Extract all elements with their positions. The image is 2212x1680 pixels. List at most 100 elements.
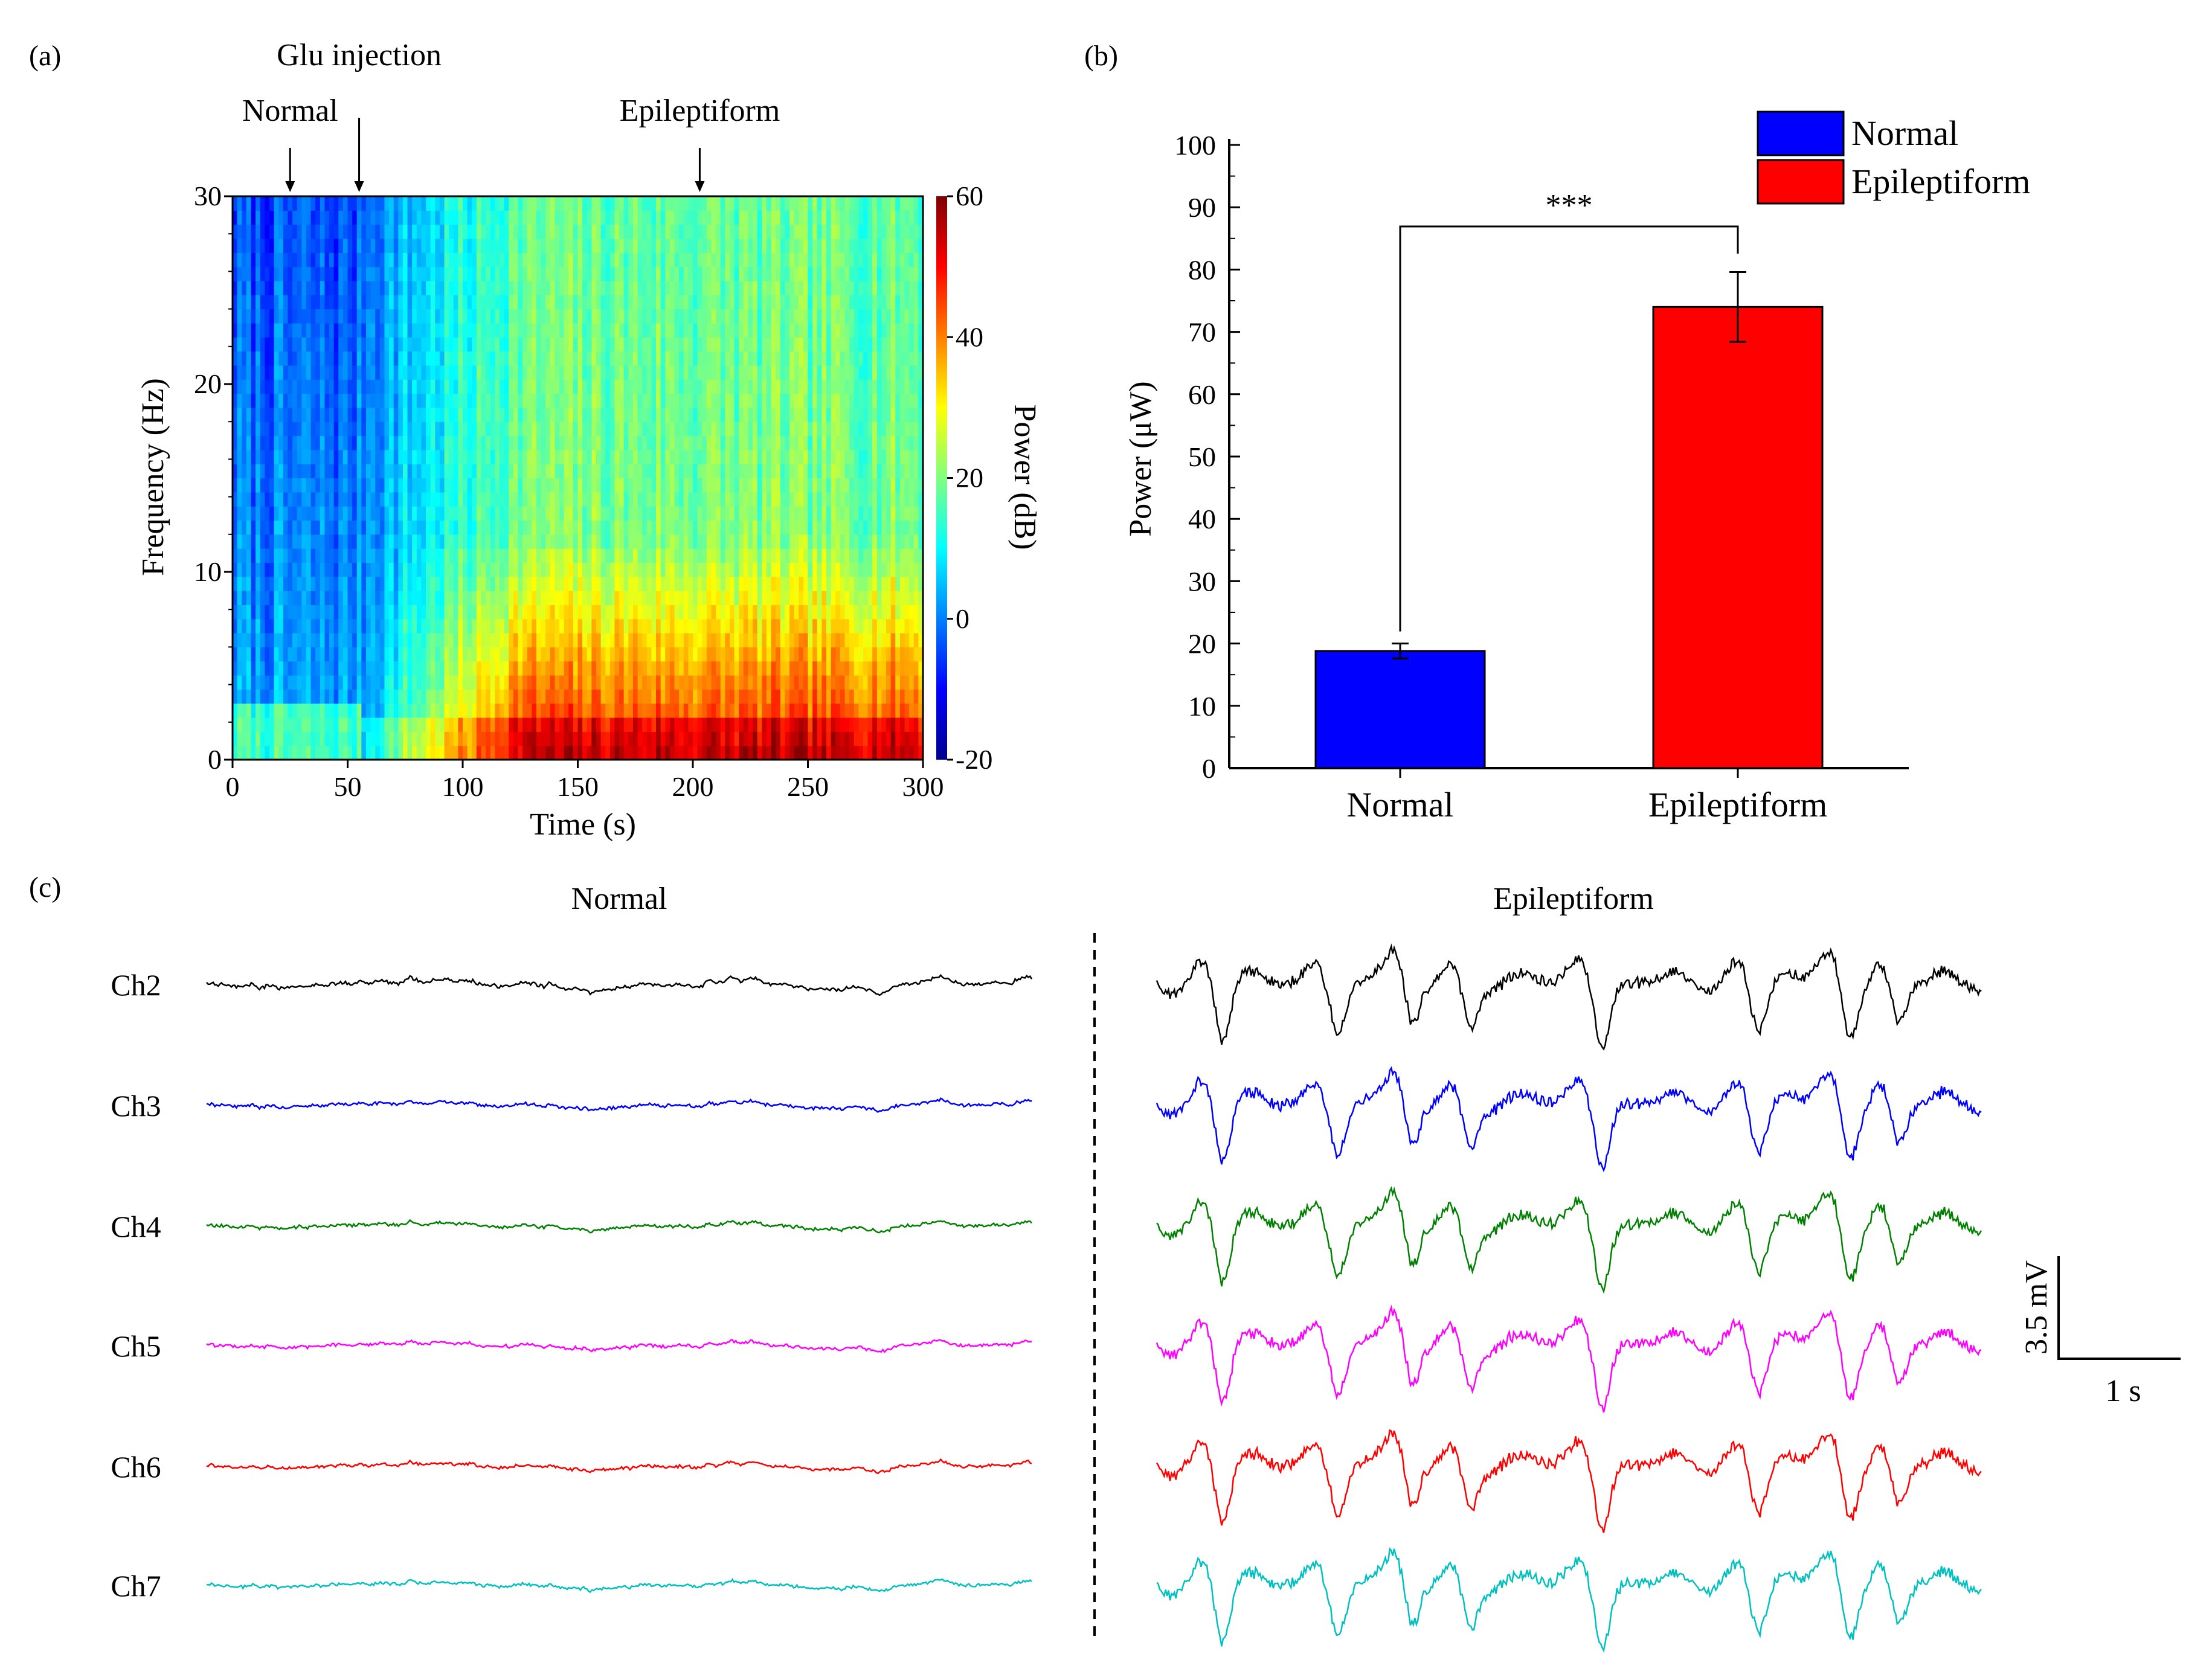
heatmap-cell [697, 478, 703, 493]
heatmap-cell [495, 506, 500, 521]
heatmap-cell [402, 562, 408, 577]
heatmap-cell [379, 633, 385, 648]
heatmap-cell [605, 449, 611, 464]
heatmap-cell [637, 407, 643, 422]
heatmap-cell [711, 633, 716, 648]
heatmap-cell [237, 309, 242, 324]
heatmap-cell [463, 295, 468, 310]
heatmap-cell [669, 689, 675, 704]
heatmap-cell [412, 703, 417, 718]
heatmap-cell [333, 449, 339, 464]
heatmap-cell [402, 422, 408, 437]
heatmap-cell [642, 506, 648, 521]
heatmap-cell [435, 604, 440, 620]
heatmap-cell [628, 351, 634, 366]
heatmap-cell [536, 534, 542, 549]
heatmap-cell [587, 576, 592, 591]
heatmap-cell [365, 252, 371, 268]
heatmap-cell [338, 675, 344, 690]
heatmap-cell [646, 478, 652, 493]
heatmap-cell [509, 224, 514, 239]
heatmap-cell [421, 379, 426, 394]
heatmap-cell [789, 407, 795, 422]
heatmap-cell [315, 576, 321, 591]
heatmap-cell [587, 562, 592, 577]
heatmap-cell [421, 591, 426, 606]
heatmap-cell [310, 309, 316, 324]
heatmap-cell [297, 309, 302, 324]
heatmap-cell [251, 435, 256, 450]
heatmap-cell [683, 689, 689, 704]
heatmap-cell [743, 618, 749, 633]
heatmap-cell [785, 618, 790, 633]
heatmap-cell [278, 393, 284, 408]
heatmap-cell [504, 309, 509, 324]
heatmap-cell [753, 717, 758, 732]
heatmap-cell [365, 379, 371, 394]
heatmap-cell [481, 337, 486, 352]
heatmap-cell [310, 322, 316, 338]
heatmap-cell [379, 422, 385, 437]
heatmap-cell [688, 604, 693, 620]
heatmap-cell [702, 548, 707, 563]
heatmap-cell [301, 647, 307, 662]
heatmap-cell [458, 422, 463, 437]
heatmap-cell [430, 703, 436, 718]
heatmap-cell [527, 379, 532, 394]
heatmap-cell [623, 309, 629, 324]
heatmap-cell [352, 717, 358, 732]
heatmap-cell [669, 337, 675, 352]
heatmap-cell [660, 534, 666, 549]
heatmap-cell [619, 506, 625, 521]
heatmap-cell [711, 506, 716, 521]
heatmap-cell [591, 210, 597, 225]
heatmap-cell [780, 449, 785, 464]
heatmap-cell [333, 309, 339, 324]
heatmap-cell [416, 393, 422, 408]
heatmap-cell [541, 337, 546, 352]
heatmap-cell [702, 717, 707, 732]
heatmap-cell [637, 731, 643, 746]
heatmap-cell [283, 224, 289, 239]
heatmap-cell [301, 562, 307, 577]
heatmap-cell [587, 196, 592, 211]
heatmap-cell [486, 661, 491, 676]
heatmap-cell [356, 280, 362, 295]
heatmap-cell [656, 309, 661, 324]
heatmap-cell [324, 548, 330, 563]
heatmap-cell [453, 647, 458, 662]
heatmap-cell [389, 745, 394, 760]
heatmap-cell [265, 576, 270, 591]
heatmap-cell [720, 548, 725, 563]
heatmap-cell [646, 604, 652, 620]
heatmap-cell [545, 520, 551, 535]
heatmap-cell [605, 295, 611, 310]
heatmap-cell [757, 407, 762, 422]
heatmap-cell [274, 731, 279, 746]
heatmap-cell [467, 351, 472, 366]
heatmap-cell [439, 351, 445, 366]
heatmap-cell [656, 745, 661, 760]
heatmap-cell [702, 661, 707, 676]
heatmap-cell [559, 280, 565, 295]
heatmap-cell [771, 562, 776, 577]
heatmap-cell [444, 520, 449, 535]
heatmap-cell [555, 661, 560, 676]
heatmap-cell [697, 576, 703, 591]
heatmap-cell [237, 351, 242, 366]
heatmap-cell [333, 210, 339, 225]
heatmap-cell [799, 548, 804, 563]
heatmap-cell [310, 224, 316, 239]
heatmap-cell [559, 309, 565, 324]
heatmap-cell [393, 591, 399, 606]
heatmap-cell [628, 449, 634, 464]
heatmap-cell [278, 478, 284, 493]
heatmap-cell [799, 422, 804, 437]
heatmap-cell [426, 266, 431, 281]
heatmap-cell [306, 252, 312, 268]
heatmap-cell [702, 675, 707, 690]
heatmap-cell [486, 534, 491, 549]
heatmap-cell [233, 604, 238, 620]
heatmap-cell [398, 365, 403, 380]
heatmap-cell [486, 604, 491, 620]
